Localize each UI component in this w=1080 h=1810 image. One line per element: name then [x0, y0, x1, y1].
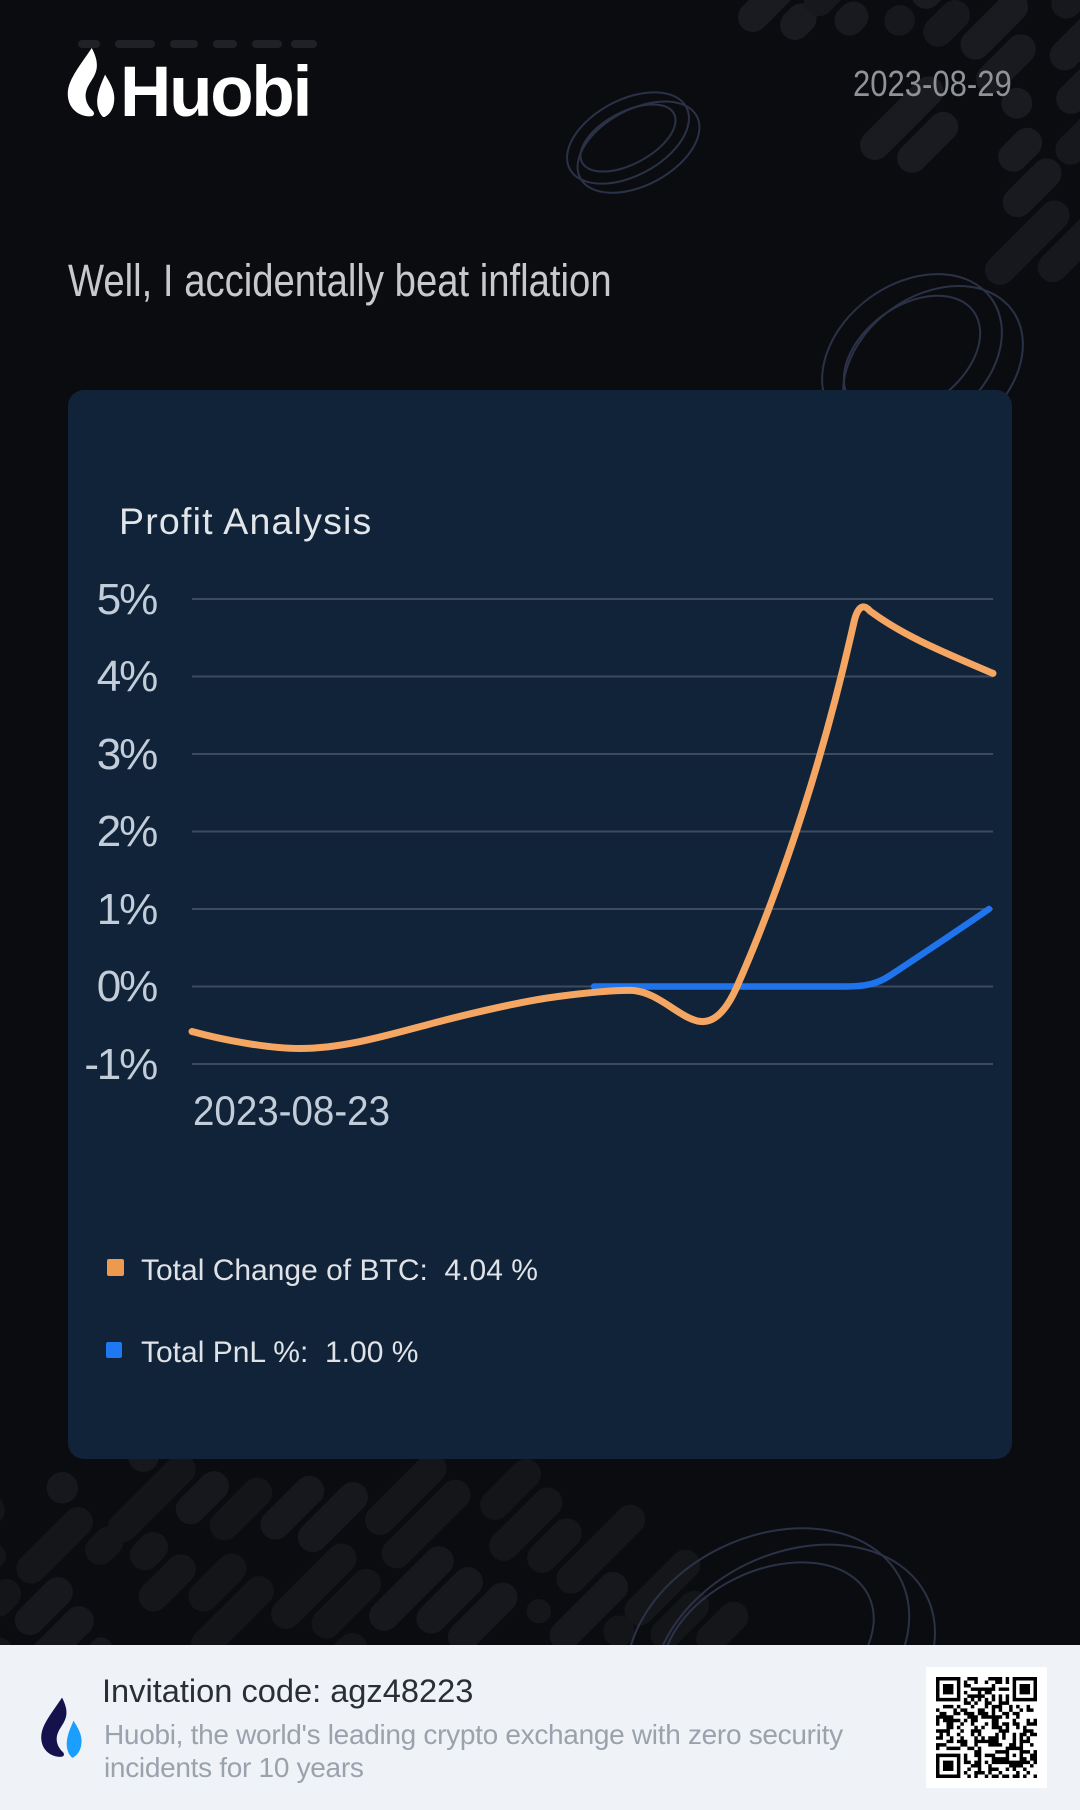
svg-text:2%: 2% [97, 807, 157, 856]
svg-text:2023-08-23: 2023-08-23 [193, 1087, 390, 1134]
svg-text:3%: 3% [97, 730, 157, 779]
svg-text:4%: 4% [97, 652, 157, 701]
svg-text:0%: 0% [97, 962, 157, 1011]
svg-text:Total PnL %: 1.00 %: Total PnL %: 1.00 % [141, 1336, 418, 1369]
svg-text:-1%: -1% [84, 1040, 157, 1089]
svg-text:1%: 1% [97, 885, 157, 934]
svg-text:5%: 5% [97, 575, 157, 624]
svg-text:Total Change of BTC: 4.04 %: Total Change of BTC: 4.04 % [141, 1254, 538, 1287]
